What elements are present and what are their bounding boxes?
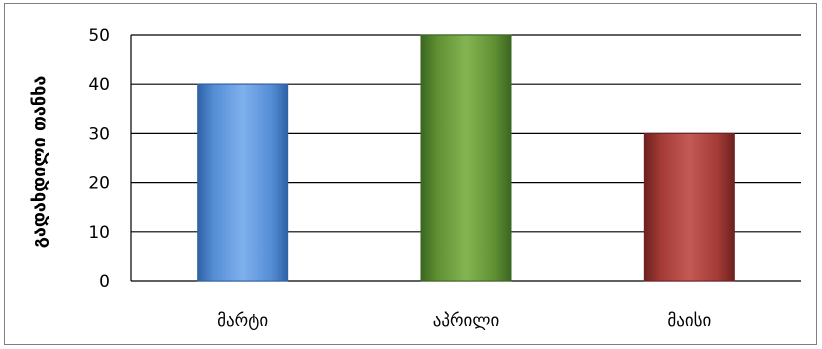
y-tick-label: 10 xyxy=(88,223,110,243)
y-tick-label: 30 xyxy=(88,124,110,144)
bar-chart: 0 10 20 30 40 50 მარტი აპრილი მაისი გადახდილი თ… xyxy=(29,26,801,331)
y-tick-labels: 0 10 20 30 40 50 xyxy=(88,26,110,292)
y-axis-title: გადახდილი თანხა xyxy=(29,76,50,249)
bar-2 xyxy=(420,34,512,282)
x-category-label: მარტი xyxy=(217,311,268,331)
x-category-labels: მარტი აპრილი მაისი xyxy=(217,311,711,331)
bar-1 xyxy=(197,83,289,282)
chart-frame: 0 10 20 30 40 50 მარტი აპრილი მაისი გადახდილი თ… xyxy=(4,3,817,345)
y-tick-label: 40 xyxy=(88,75,110,95)
bars xyxy=(197,34,735,282)
x-category-label: აპრილი xyxy=(433,311,500,331)
y-tick-label: 0 xyxy=(99,272,110,292)
bar-3 xyxy=(643,132,735,282)
y-tick-label: 20 xyxy=(88,174,110,194)
y-tick-label: 50 xyxy=(88,26,110,46)
x-category-label: მაისი xyxy=(667,311,711,331)
